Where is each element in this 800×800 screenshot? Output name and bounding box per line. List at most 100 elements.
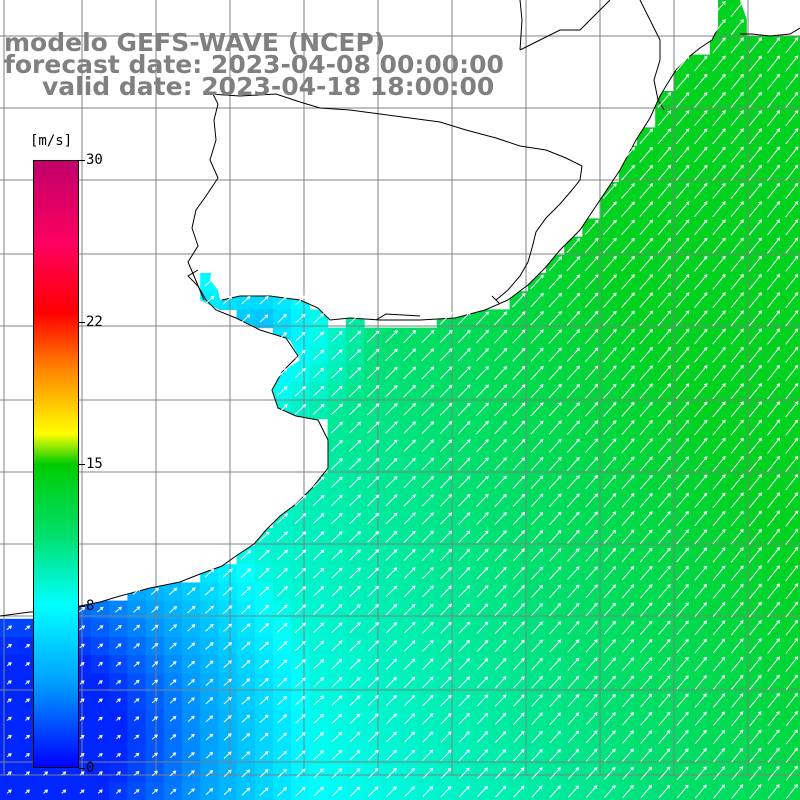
wind-arrow (548, 438, 562, 453)
wind-arrow (603, 547, 617, 563)
wind-arrow (567, 694, 580, 708)
wind-arrow (440, 658, 452, 671)
wind-arrow (331, 567, 343, 579)
wind-arrow (97, 789, 103, 794)
wind-arrow (458, 785, 470, 798)
wind-arrow (621, 547, 635, 563)
wind-arrow (748, 492, 763, 509)
wind-arrow (730, 128, 744, 145)
wind-arrow (657, 182, 672, 199)
wind-arrow (458, 530, 471, 544)
wind-arrow (367, 457, 380, 470)
wind-arrow (694, 364, 708, 381)
wind-arrow (530, 365, 544, 381)
wind-arrow (694, 474, 708, 490)
wind-arrow (712, 419, 726, 436)
wind-arrow (276, 531, 288, 543)
wind-arrow (312, 476, 325, 488)
wind-arrow (658, 565, 671, 581)
wind-arrow (133, 752, 140, 758)
wind-arrow (639, 255, 654, 272)
wind-arrow (295, 750, 306, 760)
wind-arrow (295, 295, 306, 305)
wind-arrow (748, 455, 762, 472)
wind-arrow (694, 565, 708, 581)
wind-arrow (331, 622, 343, 634)
wind-arrow (549, 566, 562, 580)
wind-arrow (97, 698, 103, 703)
colorbar-tick-mark (79, 160, 85, 161)
wind-arrow (168, 587, 178, 596)
country-borders (187, 0, 665, 321)
wind-arrow (513, 712, 525, 725)
forecast-date-label: forecast date: 2023-04-08 00:00:00 (4, 50, 504, 79)
wind-arrow (385, 403, 398, 416)
wind-arrow (403, 330, 417, 344)
wind-arrow (531, 712, 543, 726)
wind-arrow (440, 694, 452, 707)
wind-arrow (259, 659, 269, 669)
wind-arrow (694, 91, 708, 108)
wind-arrow (675, 146, 690, 163)
wind-arrow (713, 784, 725, 799)
wind-arrow (403, 567, 416, 580)
wind-arrow (494, 457, 507, 471)
wind-arrow (331, 367, 343, 379)
wind-arrow (585, 712, 598, 726)
wind-arrow (295, 713, 306, 724)
wind-arrow (694, 255, 708, 272)
wind-arrow (675, 310, 690, 327)
wind-arrow (294, 531, 307, 543)
wind-arrow (276, 586, 288, 597)
wind-arrow (603, 711, 616, 726)
wind-arrow (476, 658, 489, 671)
wind-arrow (457, 384, 471, 398)
wind-arrow (385, 585, 398, 598)
wind-arrow (439, 366, 453, 380)
wind-arrow (712, 455, 726, 472)
wind-arrow (584, 237, 599, 254)
wind-arrow (694, 784, 707, 799)
wind-arrow (169, 788, 177, 795)
wind-arrow (512, 584, 525, 598)
wind-arrow (748, 474, 762, 491)
wind-arrow (385, 476, 398, 489)
wind-arrow (676, 583, 689, 599)
wind-arrow (549, 712, 562, 726)
wind-arrow (712, 201, 726, 218)
wind-arrow (694, 292, 708, 309)
wind-arrow (295, 640, 306, 652)
wind-arrow (531, 676, 543, 689)
wind-arrow (785, 729, 798, 745)
wind-arrow (421, 421, 435, 434)
wind-arrow (749, 619, 762, 636)
wind-arrow (330, 512, 343, 525)
wind-arrow (79, 734, 85, 740)
wind-arrow (313, 622, 325, 634)
wind-arrow (475, 329, 490, 344)
wind-arrow (675, 201, 690, 218)
wind-arrow (713, 766, 726, 781)
wind-arrow (566, 365, 581, 381)
wind-arrow (422, 767, 434, 779)
wind-arrow (621, 292, 635, 308)
wind-arrow (639, 474, 653, 490)
wind-arrow (785, 346, 799, 363)
wind-arrow (24, 734, 31, 740)
wind-arrow (330, 421, 343, 434)
wind-arrow (169, 734, 177, 740)
wind-arrow (512, 384, 526, 399)
wind-arrow (675, 219, 690, 236)
wind-arrow (730, 510, 744, 527)
wind-arrow (132, 588, 141, 595)
wind-arrow (621, 201, 635, 217)
wind-arrow (404, 713, 416, 725)
wind-arrow (567, 566, 580, 580)
wind-arrow (621, 146, 635, 163)
wind-arrow (349, 676, 361, 688)
wind-arrow (567, 675, 580, 689)
wind-arrow (584, 219, 599, 236)
wind-arrow (403, 457, 416, 471)
wind-arrow (133, 789, 140, 795)
wind-arrow (676, 675, 689, 690)
